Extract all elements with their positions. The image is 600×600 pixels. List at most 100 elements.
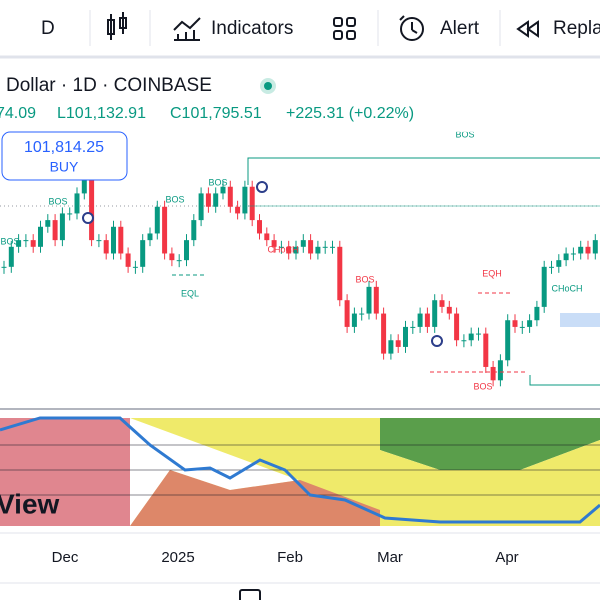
- annotation: CHoCH: [551, 283, 582, 293]
- annotation: BOS: [473, 381, 492, 391]
- oscillator: [0, 416, 600, 526]
- candle-body: [38, 226, 43, 247]
- candle-body: [497, 360, 503, 381]
- status-dot: [264, 82, 272, 90]
- time-label: 2025: [161, 549, 194, 566]
- candle-body: [439, 300, 445, 307]
- ohlc-change: +225.31 (+0.22%): [286, 105, 414, 122]
- signal-dot: [431, 335, 443, 347]
- buy-box[interactable]: [1, 131, 128, 181]
- calendar-icon[interactable]: [239, 589, 261, 600]
- layout-icon[interactable]: [333, 17, 356, 40]
- time-label: Dec: [52, 549, 79, 566]
- candle-body: [220, 186, 226, 194]
- candle-body: [293, 246, 299, 254]
- interval-button[interactable]: D: [41, 18, 55, 39]
- candle-body: [147, 233, 153, 241]
- candle-body: [563, 253, 569, 261]
- candle-body: [118, 226, 124, 254]
- replay-button[interactable]: Repla: [553, 18, 600, 39]
- buy-price: 101,814.25: [24, 139, 104, 156]
- candle-body: [337, 246, 343, 301]
- range-line: [529, 375, 600, 386]
- candle-body: [432, 300, 438, 327]
- candle-body: [264, 233, 270, 241]
- candle-body: [213, 193, 219, 207]
- candle-body: [154, 206, 160, 234]
- candle-body: [184, 240, 189, 261]
- candle-body: [45, 220, 51, 227]
- candle-body: [278, 246, 284, 248]
- candle-body: [395, 340, 401, 347]
- osc-line: [0, 416, 600, 524]
- candle-body: [235, 206, 241, 214]
- annotation: BOS: [0, 236, 19, 246]
- candle-body: [308, 240, 314, 254]
- alert-icon[interactable]: [399, 15, 424, 41]
- legend-bg: [0, 64, 600, 132]
- annotation: EQH: [482, 268, 502, 278]
- candle-body: [519, 326, 525, 328]
- candle-body: [570, 253, 576, 255]
- candle-body: [490, 366, 496, 381]
- candle-body: [527, 320, 533, 327]
- order-block: [560, 313, 600, 327]
- candle-body: [512, 320, 518, 327]
- candle-body: [205, 193, 211, 207]
- candle-body: [8, 246, 14, 267]
- annotation: BOS: [455, 129, 474, 139]
- symbol-title: Dollar · 1D · COINBASE: [6, 75, 212, 96]
- candle-body: [176, 260, 182, 262]
- candle-body: [1, 266, 7, 268]
- candle-body: [74, 193, 80, 214]
- osc-yellow: [380, 440, 600, 526]
- candle-body: [169, 253, 175, 261]
- bos-line: [247, 157, 600, 185]
- candle-body: [592, 240, 598, 254]
- candle-body: [198, 193, 204, 221]
- candle-body: [417, 313, 423, 327]
- candle-body: [140, 240, 146, 267]
- candle-body: [483, 333, 489, 367]
- time-label: Feb: [277, 549, 303, 566]
- candle-body: [468, 333, 474, 341]
- alert-button[interactable]: Alert: [440, 18, 480, 39]
- candle-body: [81, 180, 87, 194]
- candle-body: [242, 186, 248, 214]
- annotations: BOS BOS BOS BOS BOS EQL CHoCH BOS EQH BOS CHoCH: [0, 129, 600, 391]
- candles: [1, 174, 598, 387]
- replay-icon[interactable]: [516, 20, 539, 38]
- candle-body: [227, 186, 233, 207]
- candle-body: [556, 260, 562, 267]
- buy-label: BUY: [50, 159, 79, 175]
- candle-body: [366, 286, 372, 314]
- time-label: Apr: [495, 549, 518, 566]
- candle-body: [322, 246, 328, 248]
- candle-body: [351, 313, 357, 327]
- osc-green: [380, 418, 600, 470]
- candle-body: [249, 186, 255, 221]
- candle-body: [541, 266, 547, 307]
- indicators-button[interactable]: Indicators: [211, 18, 293, 39]
- signal-dot: [256, 181, 268, 193]
- candle-body: [191, 220, 197, 241]
- time-axis: Dec 2025 Feb Mar Apr: [52, 549, 519, 566]
- candle-body: [271, 240, 277, 247]
- candle-body: [534, 306, 540, 321]
- indicators-icon[interactable]: [173, 17, 201, 41]
- candle-body: [125, 253, 131, 267]
- candle-body: [111, 226, 116, 254]
- candle-body: [578, 246, 584, 254]
- candle-body: [52, 220, 58, 241]
- candle-body: [162, 206, 168, 254]
- candle-body: [330, 246, 335, 248]
- watermark: View: [0, 488, 60, 519]
- annotation: CHoCH: [267, 244, 298, 254]
- candle-body: [344, 300, 350, 327]
- annotation: BOS: [165, 194, 184, 204]
- osc-red: [0, 418, 130, 526]
- candle-icon[interactable]: [107, 12, 127, 40]
- ohlc-open: 74.09: [0, 105, 36, 122]
